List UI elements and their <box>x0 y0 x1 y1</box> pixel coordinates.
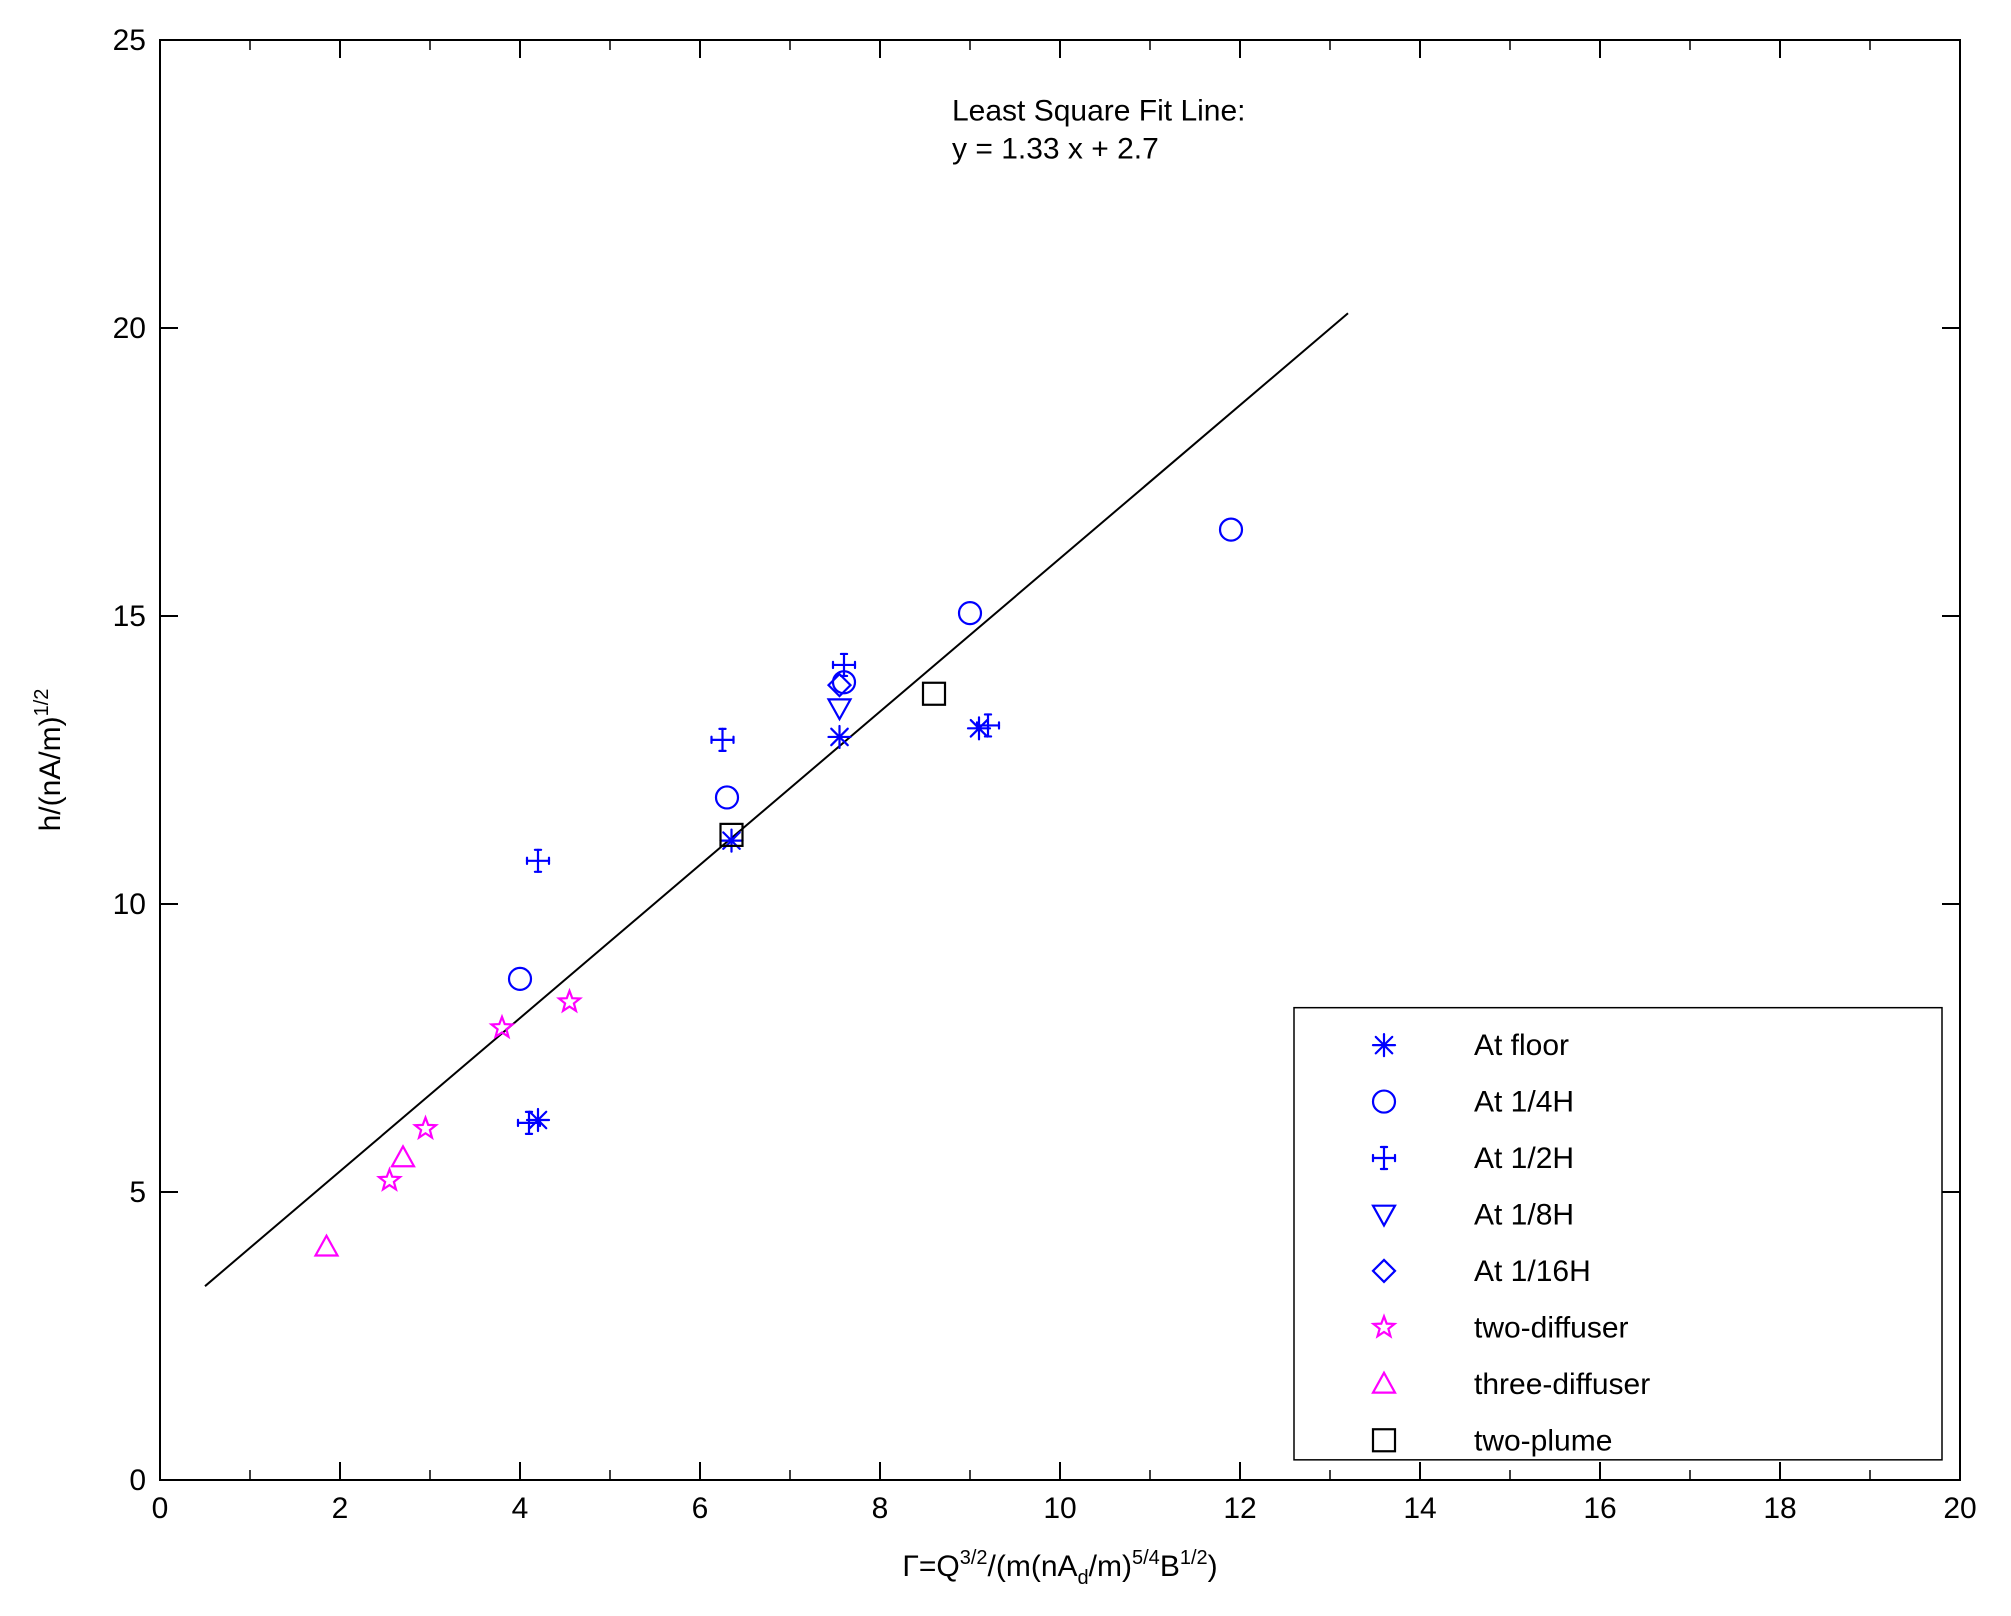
point-two_diff <box>379 1169 400 1189</box>
point-at_1_4H <box>959 602 981 624</box>
x-tick-label: 0 <box>152 1492 169 1525</box>
x-tick-label: 18 <box>1763 1492 1796 1525</box>
legend-label: two-plume <box>1474 1424 1612 1457</box>
point-two_diff <box>559 991 580 1011</box>
x-tick-label: 14 <box>1403 1492 1436 1525</box>
fit-annotation: Least Square Fit Line: <box>952 95 1246 128</box>
point-at_1_4H <box>716 786 738 808</box>
point-at_1_2H <box>518 1112 540 1134</box>
y-tick-label: 10 <box>113 888 146 921</box>
x-axis-label: Γ=Q3/2/(m(nAd/m)5/4B1/2) <box>902 1547 1217 1589</box>
legend-label: At 1/16H <box>1474 1255 1591 1288</box>
legend-label: two-diffuser <box>1474 1311 1629 1344</box>
y-tick-label: 15 <box>113 600 146 633</box>
y-tick-label: 20 <box>113 312 146 345</box>
point-at_floor <box>721 830 743 852</box>
point-at_1_2H <box>977 714 999 736</box>
x-tick-label: 2 <box>332 1492 349 1525</box>
x-tick-label: 6 <box>692 1492 709 1525</box>
legend-label: At 1/2H <box>1474 1142 1574 1175</box>
point-at_1_4H <box>509 968 531 990</box>
chart-svg: 0 2 4 6 8 10 12 14 16 18 20 0 5 10 15 20 25 Γ=Q3/2/(m(nAd… <box>0 0 2011 1616</box>
x-tick-label: 4 <box>512 1492 529 1525</box>
point-at_floor <box>829 726 851 748</box>
point-three_diff <box>316 1236 338 1256</box>
x-tick-label: 10 <box>1043 1492 1076 1525</box>
point-three_diff <box>392 1146 414 1166</box>
fit-annotation: y = 1.33 x + 2.7 <box>952 133 1159 166</box>
legend-label: three-diffuser <box>1474 1368 1650 1401</box>
point-at_1_2H <box>833 654 855 676</box>
fit-line <box>205 313 1348 1286</box>
y-tick-label: 25 <box>113 24 146 57</box>
point-at_1_8H <box>829 699 851 719</box>
x-tick-label: 16 <box>1583 1492 1616 1525</box>
legend-label: At floor <box>1474 1029 1569 1062</box>
x-tick-label: 8 <box>872 1492 889 1525</box>
point-at_1_4H <box>1220 519 1242 541</box>
x-tick-label: 20 <box>1943 1492 1976 1525</box>
y-tick-label: 5 <box>129 1176 146 1209</box>
legend-label: At 1/8H <box>1474 1198 1574 1231</box>
point-two_diff <box>415 1118 436 1138</box>
point-at_1_2H <box>712 729 734 751</box>
point-at_1_2H <box>527 850 549 872</box>
data-points <box>316 519 1243 1256</box>
legend-swatch-at_floor <box>1373 1034 1395 1056</box>
y-tick-label: 0 <box>129 1464 146 1497</box>
x-tick-label: 12 <box>1223 1492 1256 1525</box>
scatter-chart: 0 2 4 6 8 10 12 14 16 18 20 0 5 10 15 20 25 Γ=Q3/2/(m(nAd… <box>0 0 2011 1616</box>
point-two_diff <box>492 1017 513 1037</box>
point-two_plume <box>923 683 945 705</box>
y-axis-label: h/(nA/m)1/2 <box>31 689 67 832</box>
legend-label: At 1/4H <box>1474 1086 1574 1119</box>
